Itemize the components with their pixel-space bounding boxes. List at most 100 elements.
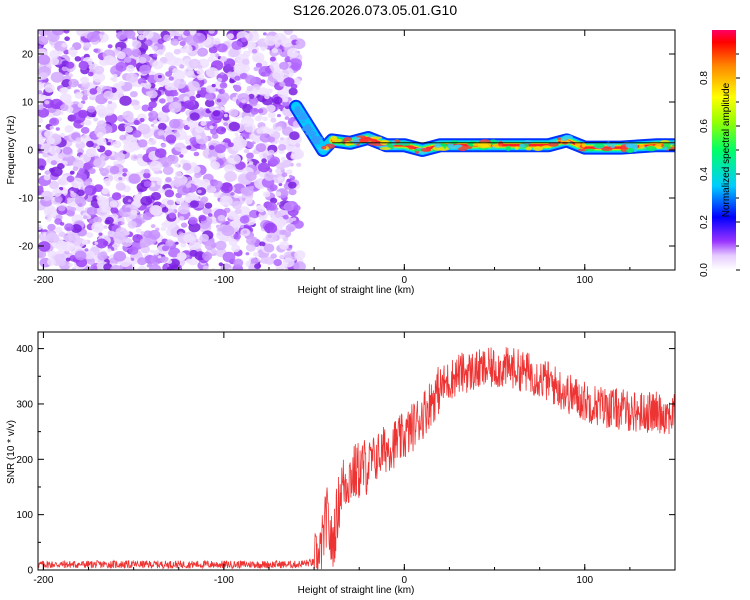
x-tick-label: 100 (576, 575, 593, 586)
noise-blob (66, 197, 72, 202)
y-tick-label: 0 (27, 566, 33, 577)
noise-blob (149, 249, 154, 254)
noise-blob (76, 189, 85, 197)
noise-blob (282, 159, 292, 168)
noise-blob (214, 53, 220, 58)
noise-blob (70, 192, 77, 198)
noise-blob (168, 212, 177, 219)
colorbar-tick-label: 0.2 (699, 215, 710, 229)
y-tick-label: 10 (22, 98, 34, 109)
noise-blob (135, 228, 142, 234)
noise-blob (105, 216, 114, 224)
noise-blob (141, 104, 150, 112)
noise-blob (178, 216, 185, 221)
noise-blob (217, 214, 226, 222)
noise-blob (148, 229, 161, 240)
noise-blob (89, 88, 98, 95)
noise-blob (249, 99, 258, 107)
noise-blob (179, 41, 186, 46)
noise-blob (159, 135, 165, 140)
noise-blob (160, 256, 169, 264)
signal-blob (626, 148, 634, 154)
noise-blob (231, 40, 243, 50)
noise-blob (95, 145, 101, 150)
noise-blob (229, 78, 235, 84)
noise-blob (210, 128, 218, 135)
noise-blob (39, 72, 48, 80)
noise-blob (154, 148, 167, 159)
noise-blob (252, 135, 262, 143)
noise-region (38, 30, 306, 270)
noise-blob (268, 149, 275, 155)
noise-blob (84, 187, 93, 195)
noise-blob (59, 222, 65, 226)
noise-blob (158, 114, 167, 122)
signal-blob (305, 130, 317, 136)
noise-blob (124, 207, 131, 213)
noise-blob (210, 161, 220, 170)
noise-blob (165, 177, 172, 183)
noise-blob (54, 226, 63, 234)
noise-blob (58, 205, 66, 212)
noise-blob (260, 245, 264, 249)
noise-blob (189, 200, 199, 208)
noise-blob (202, 265, 209, 270)
noise-blob (174, 129, 187, 141)
noise-blob (65, 72, 70, 76)
noise-blob (279, 61, 289, 70)
noise-blob (80, 86, 85, 91)
noise-blob (286, 178, 291, 183)
x-tick-label: 0 (402, 275, 408, 286)
noise-blob (273, 33, 287, 44)
noise-blob (180, 147, 188, 155)
noise-blob (273, 216, 287, 228)
noise-blob (150, 192, 162, 201)
noise-blob (66, 175, 75, 182)
x-tick-label: -200 (33, 575, 53, 586)
noise-blob (111, 192, 122, 201)
signal-blob (638, 144, 645, 149)
noise-blob (44, 207, 57, 219)
noise-blob (211, 133, 219, 139)
noise-blob (157, 74, 162, 79)
noise-blob (223, 122, 229, 127)
signal-blob (633, 146, 638, 153)
noise-blob (263, 243, 275, 253)
noise-blob (38, 36, 49, 45)
noise-blob (200, 178, 211, 188)
signal-blob (581, 141, 586, 148)
noise-blob (183, 96, 190, 102)
noise-blob (187, 80, 200, 92)
noise-blob (206, 185, 216, 193)
noise-blob (295, 143, 301, 148)
noise-blob (79, 153, 91, 163)
noise-blob (251, 48, 258, 54)
noise-blob (293, 220, 304, 229)
noise-blob (44, 83, 55, 93)
noise-blob (215, 240, 227, 251)
noise-blob (133, 119, 140, 126)
noise-blob (138, 57, 147, 64)
noise-blob (292, 78, 301, 86)
noise-blob (230, 220, 241, 228)
noise-blob (208, 30, 215, 34)
signal-blob (601, 147, 613, 152)
noise-blob (38, 104, 44, 111)
noise-blob (241, 99, 247, 104)
noise-blob (219, 82, 228, 89)
noise-blob (244, 115, 251, 121)
noise-blob (125, 72, 139, 83)
noise-blob (256, 128, 263, 134)
noise-blob (243, 148, 250, 154)
noise-blob (97, 196, 110, 207)
noise-blob (271, 48, 279, 54)
noise-blob (109, 200, 118, 208)
noise-blob (197, 48, 207, 57)
noise-blob (294, 250, 306, 260)
noise-blob (208, 46, 218, 54)
noise-blob (293, 205, 301, 211)
noise-blob (138, 34, 145, 41)
noise-blob (260, 46, 266, 52)
noise-blob (80, 76, 89, 84)
snr-xlabel: Height of straight line (km) (298, 585, 415, 596)
